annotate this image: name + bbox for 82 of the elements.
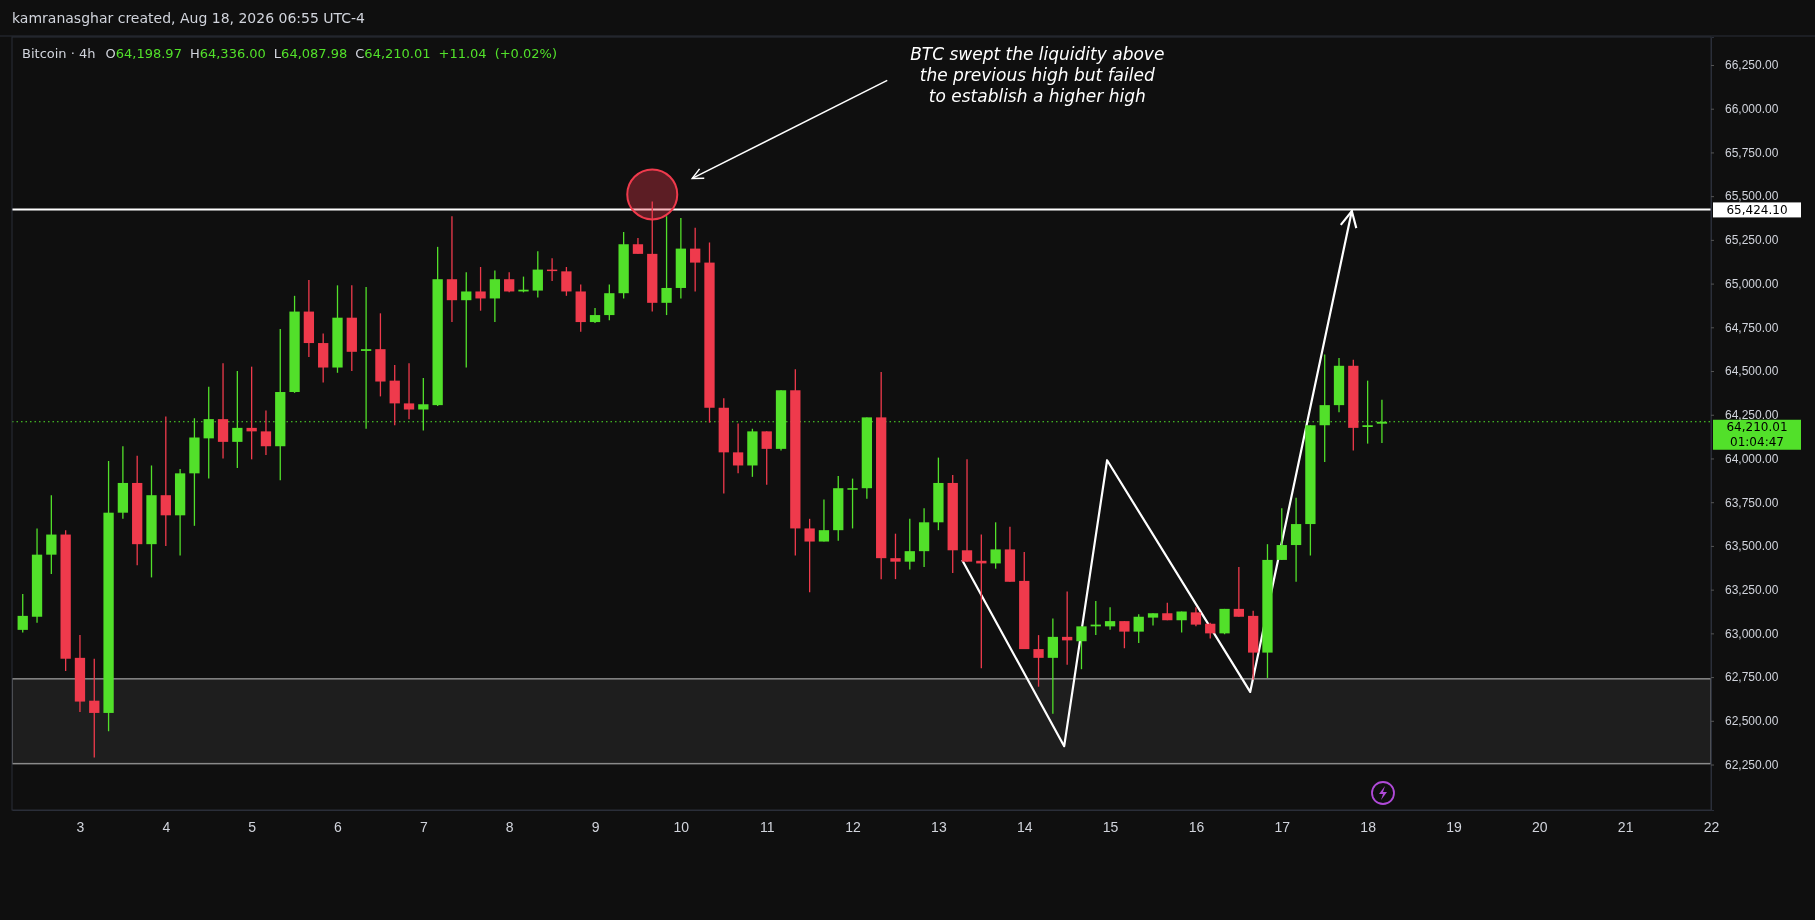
y-tick-label: 63,750.00: [1725, 495, 1779, 510]
candlestick: [961, 458, 973, 563]
candlestick: [1362, 380, 1373, 445]
candlestick: [761, 430, 772, 486]
ref-line-label: 64,210.01 01:04:47: [1726, 420, 1788, 450]
x-tick-label: 8: [505, 818, 514, 835]
candlestick: [160, 415, 171, 547]
y-tick-label: 65,750.00: [1725, 145, 1779, 160]
candlestick: [260, 409, 272, 456]
candlestick: [1119, 620, 1130, 649]
x-tick-label: 16: [1188, 818, 1205, 835]
candlestick: [389, 364, 400, 426]
y-tick-label: 63,000.00: [1725, 626, 1779, 641]
candlestick: [1233, 566, 1245, 618]
candlestick: [818, 498, 830, 543]
x-tick-label: 10: [673, 818, 690, 835]
candlestick: [1276, 507, 1287, 561]
y-tick-label: 66,250.00: [1725, 58, 1779, 73]
x-tick-label: 14: [1016, 818, 1033, 835]
x-tick-label: 21: [1617, 818, 1634, 835]
candlestick: [847, 477, 858, 530]
candlestick: [1133, 613, 1144, 644]
candlestick: [990, 521, 1001, 570]
y-tick-label: 64,750.00: [1725, 320, 1779, 335]
candlestick: [1047, 617, 1059, 715]
x-tick-label: 5: [248, 818, 257, 835]
y-tick-label: 65,500.00: [1725, 189, 1779, 204]
candlestick: [217, 362, 229, 460]
x-tick-label: 19: [1446, 818, 1462, 835]
x-tick-label: 12: [845, 818, 862, 835]
candlestick: [461, 271, 472, 369]
x-tick-label: 15: [1102, 818, 1119, 835]
x-tick-label: 17: [1274, 818, 1291, 835]
text: O64,198.97 H64,336.00 L64,087.98 C64,210.01 +11.04 (+0.02%): [105, 46, 557, 61]
x-tick-label: 18: [1360, 818, 1377, 835]
candlestick: [1076, 625, 1087, 670]
candlestick: [690, 226, 701, 293]
candlestick: [804, 518, 815, 593]
candlestick: [89, 658, 100, 759]
x-tick-label: 9: [591, 818, 600, 835]
x-tick-label: 6: [334, 818, 343, 835]
x-tick-label: 11: [759, 818, 775, 835]
x-tick-label: 13: [931, 818, 947, 835]
text: Bitcoin · 4h: [22, 46, 96, 61]
candlestick: [1033, 634, 1044, 688]
y-tick-label: 63,250.00: [1725, 582, 1779, 597]
x-tick-label: 7: [419, 818, 428, 835]
annotation: BTC swept the liquidity above the previous high but failed to establish a higher high: [910, 44, 1165, 107]
candlestick: [890, 533, 901, 580]
candlestick: [17, 593, 28, 634]
candlestick: [504, 271, 515, 293]
candlestick: [489, 269, 501, 323]
candlestick: [604, 283, 615, 321]
y-tick-label: 63,500.00: [1725, 539, 1779, 554]
ref-line-label: 65,424.10: [1726, 202, 1788, 217]
y-tick-label: 65,000.00: [1725, 276, 1779, 291]
y-tick-label: 62,500.00: [1725, 714, 1779, 729]
y-tick-label: 64,000.00: [1725, 451, 1779, 466]
y-tick-label: 66,000.00: [1725, 102, 1779, 117]
candlestick: [904, 518, 915, 571]
y-tick-label: 64,250.00: [1725, 408, 1779, 423]
candlestick: [446, 215, 458, 323]
candlestick: [732, 422, 744, 474]
candlestick: [661, 215, 672, 316]
y-tick-label: 65,250.00: [1725, 233, 1779, 248]
y-tick-label: 62,750.00: [1725, 670, 1779, 685]
y-tick-label: 62,250.00: [1725, 757, 1779, 772]
x-tick-label: 22: [1703, 818, 1720, 835]
candlestick: [1290, 497, 1302, 583]
x-tick-label: 3: [76, 818, 85, 835]
candlestick: [475, 266, 486, 312]
candlestick: [403, 362, 415, 420]
candlestick: [46, 494, 57, 575]
candlestick: [1190, 606, 1202, 628]
candlestick: [1104, 606, 1116, 631]
candlestick: [561, 266, 572, 297]
y-tick-label: 64,500.00: [1725, 364, 1779, 379]
x-tick-label: 20: [1532, 818, 1548, 835]
text: kamranasghar created, Aug 18, 2026 06:55 UTC-4: [12, 10, 366, 26]
candlestick: [246, 366, 257, 460]
x-tick-label: 4: [162, 818, 171, 835]
candlestick: [532, 250, 543, 299]
